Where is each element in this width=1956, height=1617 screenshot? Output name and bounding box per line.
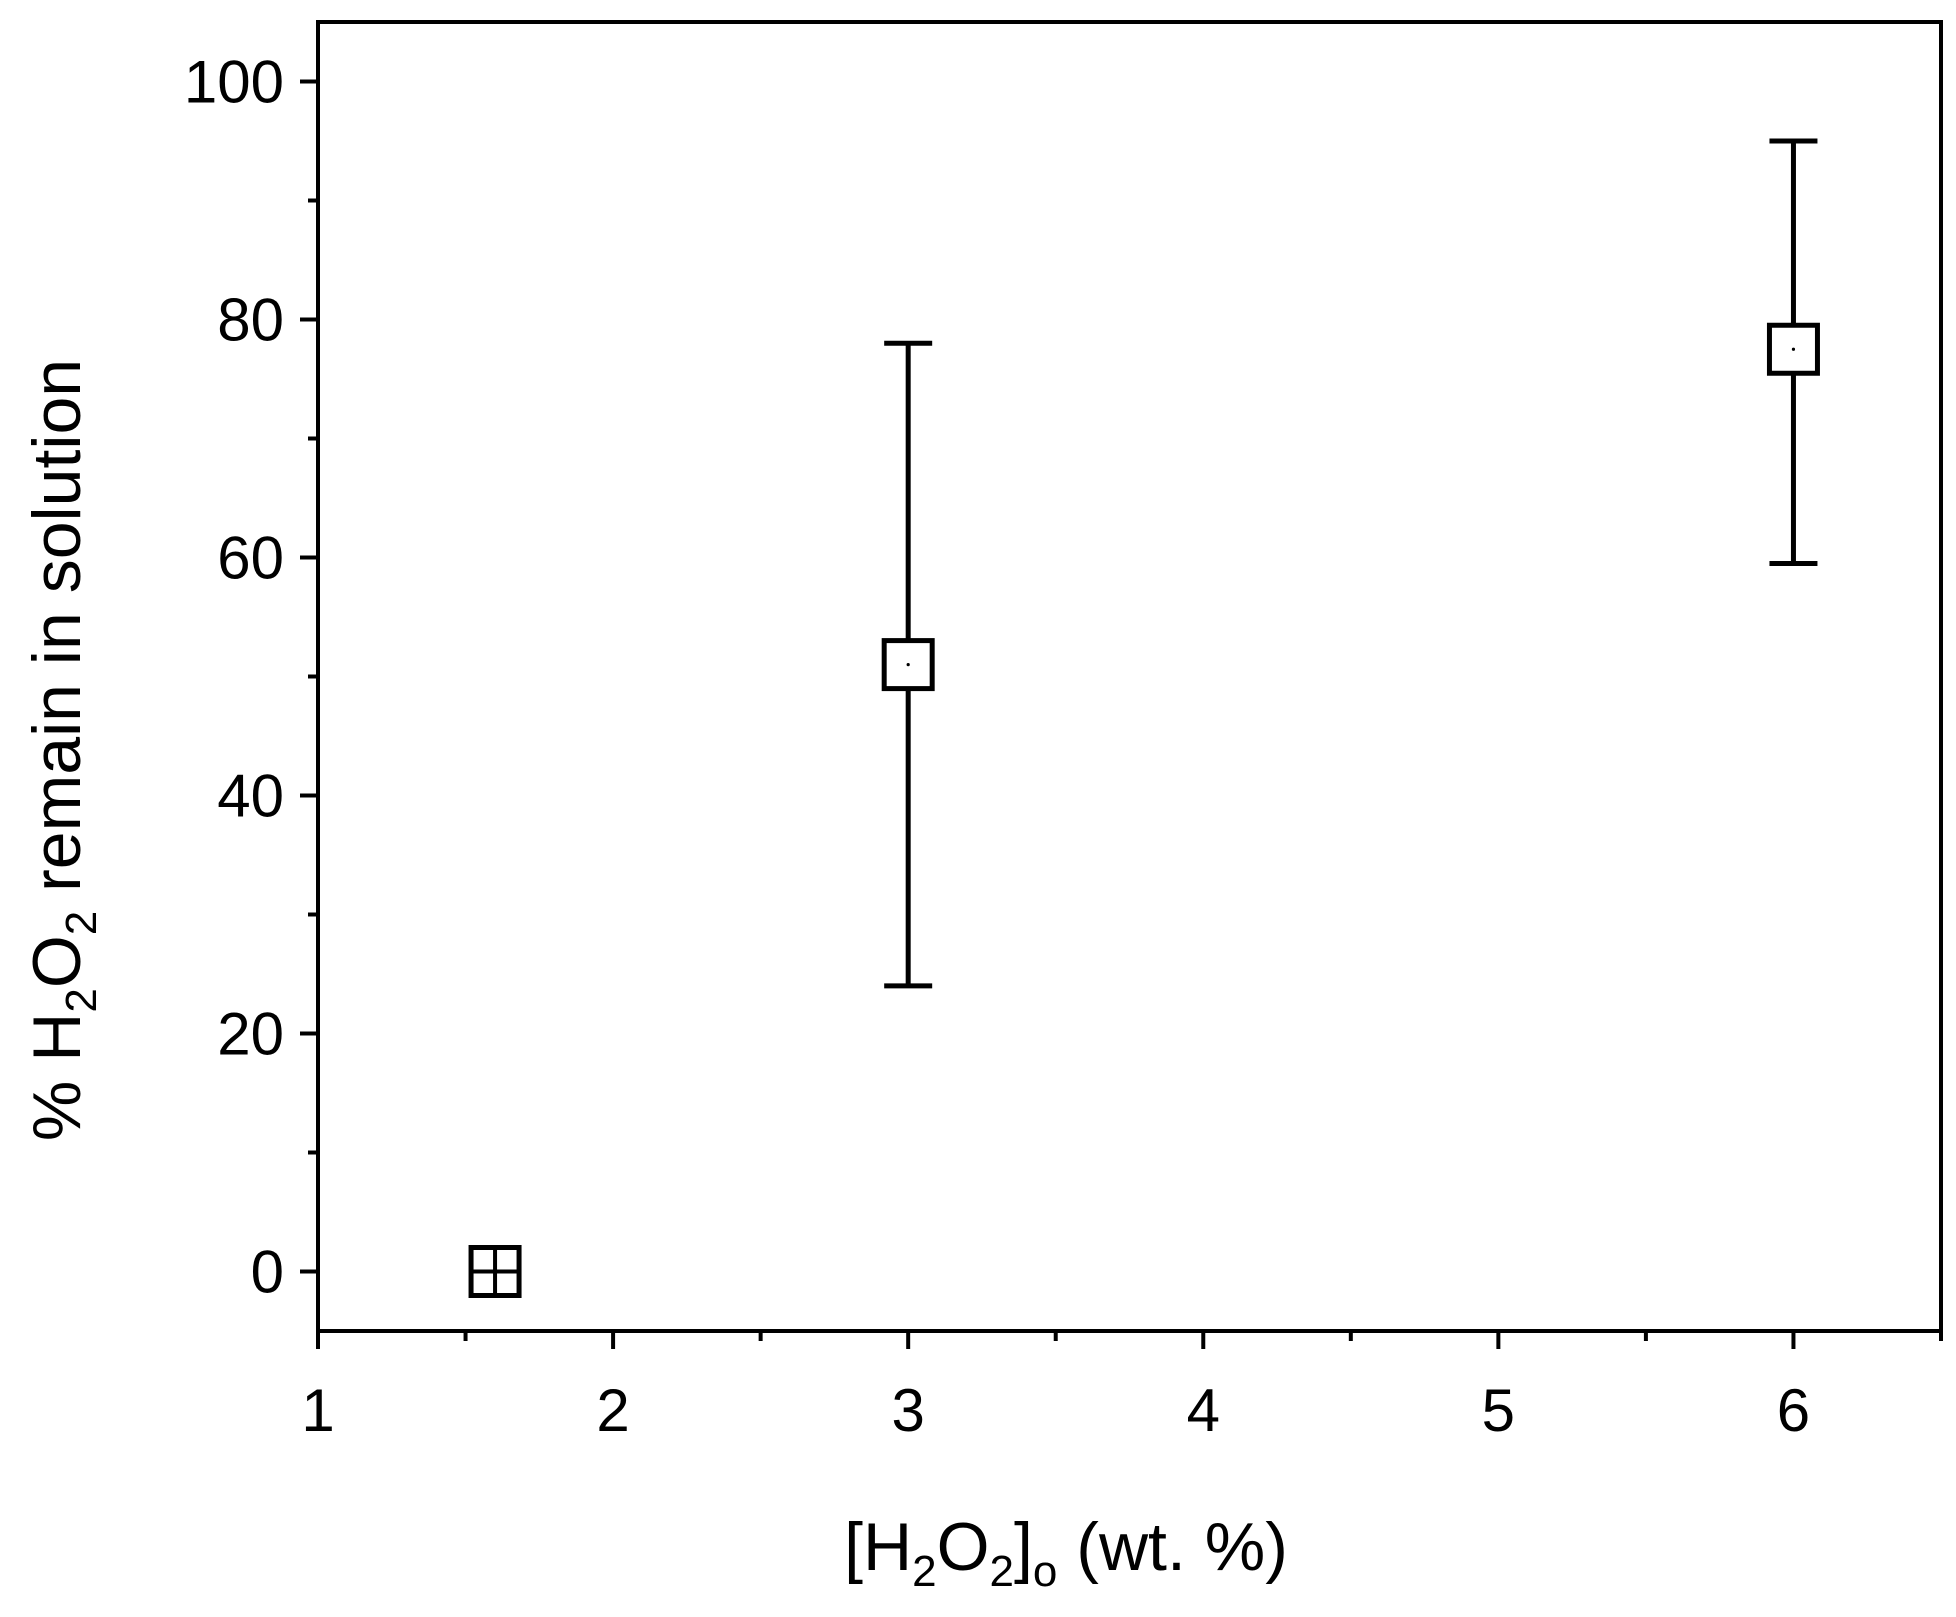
x-axis-title-sub3: o xyxy=(1033,1547,1057,1596)
plot-frame xyxy=(316,20,1943,1333)
y-tick-label: 80 xyxy=(217,287,284,354)
y-tick-label: 100 xyxy=(184,49,284,116)
x-axis-title: [H2O2]o (wt. %) xyxy=(844,1509,1288,1596)
y-axis-title-sub1: 2 xyxy=(57,988,106,1012)
data-point xyxy=(1766,138,1820,566)
x-axis-title-sub1: 2 xyxy=(912,1547,936,1596)
x-tick-label: 3 xyxy=(891,1377,924,1444)
marker-center-dot xyxy=(1791,347,1796,351)
y-tick-label: 60 xyxy=(217,525,284,592)
x-tick-label: 2 xyxy=(596,1377,629,1444)
data-point xyxy=(881,340,935,989)
x-axis-title-mid: O xyxy=(937,1509,990,1585)
y-axis-title-prefix: % H xyxy=(19,1013,95,1141)
data-marks xyxy=(468,138,1820,1298)
x-axis-title-suffix: (wt. %) xyxy=(1057,1509,1287,1585)
x-axis-title-prefix: [H xyxy=(844,1509,912,1585)
y-axis-title-mid: O xyxy=(19,935,95,988)
square-marker xyxy=(881,638,935,692)
x-tick-label: 4 xyxy=(1187,1377,1220,1444)
y-tick-label: 40 xyxy=(217,763,284,830)
y-axis-title: % H2O2 remain in solution xyxy=(19,359,106,1141)
x-tick-label: 1 xyxy=(301,1377,334,1444)
data-point xyxy=(468,1245,522,1298)
y-tick-label: 0 xyxy=(251,1239,284,1306)
x-axis-title-close: ] xyxy=(1014,1509,1033,1585)
marker-center-dot xyxy=(906,663,910,667)
y-axis-title-suffix: remain in solution xyxy=(19,359,95,911)
y-tick-label: 20 xyxy=(217,1001,284,1068)
x-tick-label: 6 xyxy=(1777,1377,1810,1444)
x-axis-title-sub2: 2 xyxy=(990,1547,1014,1596)
x-tick-label: 5 xyxy=(1482,1377,1515,1444)
axis-ticks xyxy=(300,79,1943,1349)
y-axis-title-sub2: 2 xyxy=(57,911,106,935)
